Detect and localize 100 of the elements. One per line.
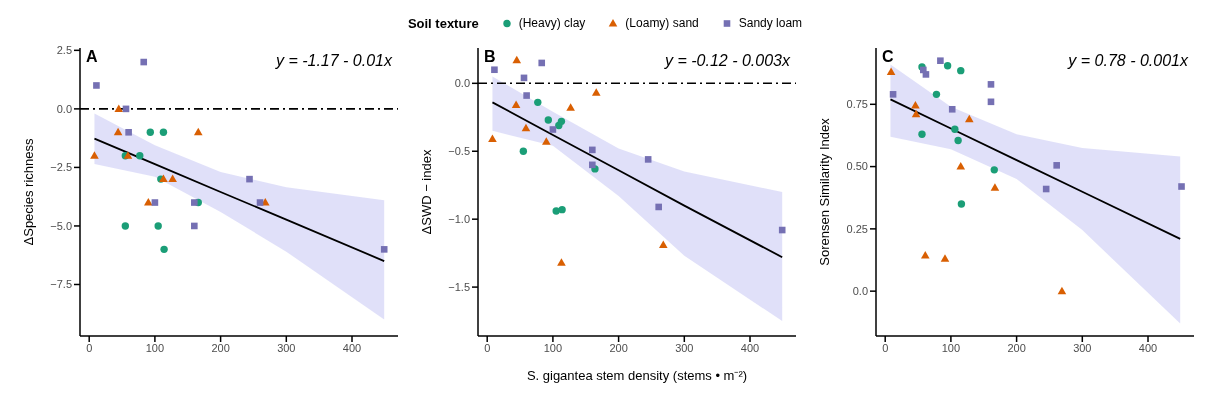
y-tick-label: −5.0 [50,219,72,232]
point [932,90,941,99]
point [488,134,497,143]
x-tick-label: 400 [1138,341,1158,354]
x-axis-title: S. gigantea stem density (stems • m⁻²) [526,368,748,383]
line-series [93,137,386,262]
point [937,57,944,65]
y-tick-label: 0.75 [846,98,868,111]
point [956,162,966,170]
point [940,254,950,262]
y-axis-title: ΔSWD − index [418,149,434,235]
y-axis-title: Sorensen Similarity Index [816,117,832,266]
y-tick-label: −2.5 [50,161,72,174]
point [558,205,566,214]
x-tick-label: 200 [1007,341,1026,354]
x-tick-label: 200 [211,341,230,354]
point [557,117,566,126]
point [557,258,566,266]
point [168,174,177,183]
point [538,59,546,67]
point [114,104,124,112]
point [542,137,551,145]
point [549,126,557,133]
point [154,222,162,230]
x-tick-label: 100 [941,341,961,354]
point [951,125,959,133]
point [544,116,552,124]
point [589,161,596,169]
point [519,147,528,155]
annotation: C [882,48,894,66]
y-tick-label: 0.0 [852,285,868,298]
point [380,246,388,253]
point [655,203,662,211]
x-tick-label: 100 [145,341,165,354]
point [552,207,560,215]
x-tick-label: 400 [740,341,760,354]
line-series [491,101,784,259]
annotation: A [86,48,98,66]
point [957,200,966,208]
point [521,123,531,132]
point [943,61,952,70]
point [911,101,920,109]
point [566,103,575,111]
y-tick-label: 2.5 [56,44,72,57]
x-tick-label: 300 [1073,341,1092,354]
point [922,71,930,78]
legend-title: Soil texture [407,15,479,31]
legend-label: (Loamy) sand [624,16,699,30]
point [957,66,965,75]
point [113,127,123,136]
point [523,92,530,99]
y-tick-label: −1.5 [448,281,470,293]
y-tick-label: −1.0 [448,213,470,226]
point [160,245,168,254]
point [911,109,921,118]
annotation: y = -1.17 - 0.01x [275,52,392,70]
point [920,251,930,259]
point [144,198,153,206]
point [886,67,896,75]
x-tick-label: 400 [342,341,362,354]
y-tick-label: 0.0 [454,77,470,90]
point [121,222,130,230]
y-tick-label: −7.5 [50,278,72,291]
point [246,175,253,183]
x-tick-label: 0 [882,341,889,354]
annotation: B [484,48,496,66]
point [990,166,998,174]
point [193,127,203,136]
point [990,183,1000,191]
annotation: y = -0.12 - 0.003x [665,52,790,70]
point [191,199,198,206]
legend-label: Sandy loam [737,16,803,30]
x-tick-label: 0 [484,341,491,354]
y-tick-label: −0.5 [448,145,470,158]
point [93,82,100,89]
x-tick-label: 200 [609,341,628,354]
point [125,128,132,136]
point [136,152,144,160]
point [889,91,897,98]
point [534,98,542,107]
point [140,58,148,66]
y-tick-label: 0.0 [56,102,72,115]
point [644,156,652,163]
y-tick-label: 0.50 [846,160,868,173]
point [918,130,926,138]
point [159,128,168,136]
point [146,128,154,136]
point [591,88,601,96]
point [1053,162,1060,169]
x-tick-label: 300 [675,341,694,354]
y-axis-title: ΔSpecies richness [20,138,36,246]
point [658,240,668,248]
point [965,114,974,123]
point [948,105,956,113]
point [589,146,596,154]
legend-label: (Heavy) clay [517,16,586,30]
point [1057,286,1067,295]
point [512,55,522,64]
point [90,151,99,159]
annotation: y = 0.78 - 0.001x [1068,52,1188,70]
